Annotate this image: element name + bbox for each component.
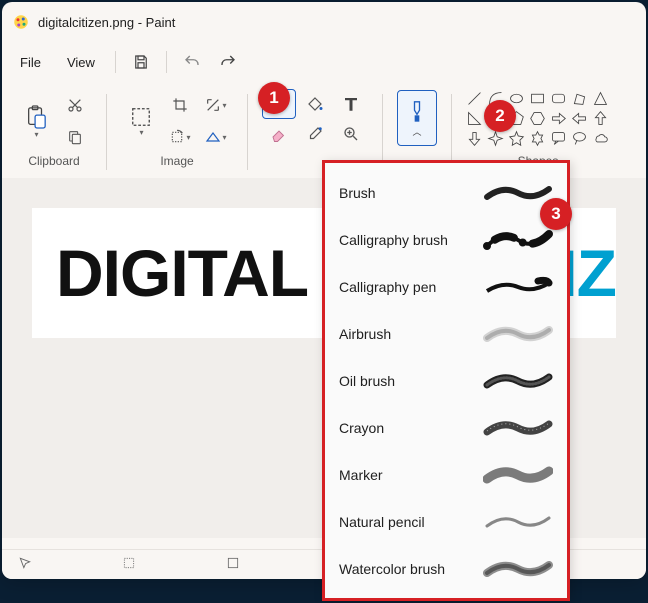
text-tool[interactable] — [334, 89, 368, 119]
brush-label: Calligraphy brush — [339, 232, 448, 248]
menubar: File View — [2, 42, 646, 82]
shape-roundrect-icon[interactable] — [550, 90, 567, 107]
shape-arrow-r-icon[interactable] — [550, 110, 567, 127]
shape-star4-icon[interactable] — [487, 130, 504, 147]
shape-arrow-d-icon[interactable] — [466, 130, 483, 147]
brush-item-watercolor[interactable]: Watercolor brush — [325, 545, 567, 592]
undo-icon[interactable] — [175, 45, 209, 79]
calligraphy-brush-stroke-icon — [483, 228, 553, 252]
eraser-tool[interactable] — [262, 119, 296, 149]
airbrush-stroke-icon — [483, 322, 553, 346]
separator — [106, 94, 107, 170]
shape-callout-oval-icon[interactable] — [571, 130, 588, 147]
magnifier-tool[interactable] — [334, 119, 368, 149]
shape-polygon-icon[interactable] — [571, 90, 588, 107]
separator — [451, 94, 452, 170]
redo-icon[interactable] — [211, 45, 245, 79]
cursor-pos-icon — [18, 556, 32, 573]
brush-label: Airbrush — [339, 326, 391, 342]
group-image: ▾ ▾ ▾ ▾ Image — [115, 86, 239, 178]
shape-arrow-u-icon[interactable] — [592, 110, 609, 127]
paint-app-icon — [12, 13, 30, 31]
brush-label: Watercolor brush — [339, 561, 445, 577]
brush-item-oil-brush[interactable]: Oil brush — [325, 357, 567, 404]
shape-callout-rect-icon[interactable] — [550, 130, 567, 147]
brush-item-crayon[interactable]: Crayon — [325, 404, 567, 451]
shape-triangle-icon[interactable] — [592, 90, 609, 107]
separator — [166, 51, 167, 73]
group-label-tools — [313, 154, 316, 168]
paste-button[interactable]: ▾ — [16, 93, 56, 149]
separator — [382, 94, 383, 170]
crop-icon[interactable] — [163, 90, 197, 120]
group-label-clipboard: Clipboard — [28, 154, 79, 168]
chevron-down-icon: ▾ — [34, 130, 38, 139]
shape-callout-cloud-icon[interactable] — [592, 130, 609, 147]
shape-hexagon-icon[interactable] — [529, 110, 546, 127]
brush-item-airbrush[interactable]: Airbrush — [325, 310, 567, 357]
image-size-icon — [226, 556, 240, 573]
group-label-image: Image — [160, 154, 193, 168]
brush-label: Calligraphy pen — [339, 279, 436, 295]
save-icon[interactable] — [124, 45, 158, 79]
chevron-down-icon: ▾ — [139, 128, 143, 137]
selection-size-icon — [122, 556, 136, 573]
fill-tool[interactable] — [298, 89, 332, 119]
brush-item-natural-pencil[interactable]: Natural pencil — [325, 498, 567, 545]
brush-label: Oil brush — [339, 373, 395, 389]
brush-item-marker[interactable]: Marker — [325, 451, 567, 498]
resize-icon[interactable]: ▾ — [199, 90, 233, 120]
callout-2: 2 — [484, 100, 516, 132]
titlebar: digitalcitizen.png - Paint — [2, 2, 646, 42]
brushes-button[interactable]: ︿ — [397, 90, 437, 146]
copy-icon[interactable] — [58, 122, 92, 152]
menu-file[interactable]: File — [8, 49, 53, 76]
menu-view[interactable]: View — [55, 49, 107, 76]
brush-item-brush[interactable]: Brush — [325, 169, 567, 216]
oil-brush-stroke-icon — [483, 369, 553, 393]
marker-stroke-icon — [483, 463, 553, 487]
shape-rect-icon[interactable] — [529, 90, 546, 107]
window-title: digitalcitizen.png - Paint — [38, 15, 175, 30]
rotate-icon[interactable]: ▾ — [163, 122, 197, 152]
separator — [247, 94, 248, 170]
brush-stroke-icon — [483, 181, 553, 205]
brush-item-calligraphy-pen[interactable]: Calligraphy pen — [325, 263, 567, 310]
brush-label: Brush — [339, 185, 376, 201]
canvas-text: DIGITAL — [56, 235, 308, 311]
select-button[interactable]: ▾ — [121, 93, 161, 149]
shape-line-icon[interactable] — [466, 90, 483, 107]
brush-label: Crayon — [339, 420, 384, 436]
brush-label: Natural pencil — [339, 514, 425, 530]
calligraphy-pen-stroke-icon — [483, 275, 553, 299]
shape-star5-icon[interactable] — [508, 130, 525, 147]
color-picker-tool[interactable] — [298, 119, 332, 149]
shape-arrow-l-icon[interactable] — [571, 110, 588, 127]
group-clipboard: ▾ Clipboard — [10, 86, 98, 178]
cut-icon[interactable] — [58, 90, 92, 120]
callout-3: 3 — [540, 198, 572, 230]
flip-icon[interactable]: ▾ — [199, 122, 233, 152]
brush-dropdown: Brush Calligraphy brush Calligraphy pen … — [322, 160, 570, 601]
separator — [115, 51, 116, 73]
brush-item-calligraphy-brush[interactable]: Calligraphy brush — [325, 216, 567, 263]
chevron-up-icon: ︿ — [412, 125, 421, 138]
shape-right-tri-icon[interactable] — [466, 110, 483, 127]
crayon-stroke-icon — [483, 416, 553, 440]
brush-label: Marker — [339, 467, 383, 483]
watercolor-stroke-icon — [483, 557, 553, 581]
callout-1: 1 — [258, 82, 290, 114]
shape-star6-icon[interactable] — [529, 130, 546, 147]
pencil-stroke-icon — [483, 510, 553, 534]
